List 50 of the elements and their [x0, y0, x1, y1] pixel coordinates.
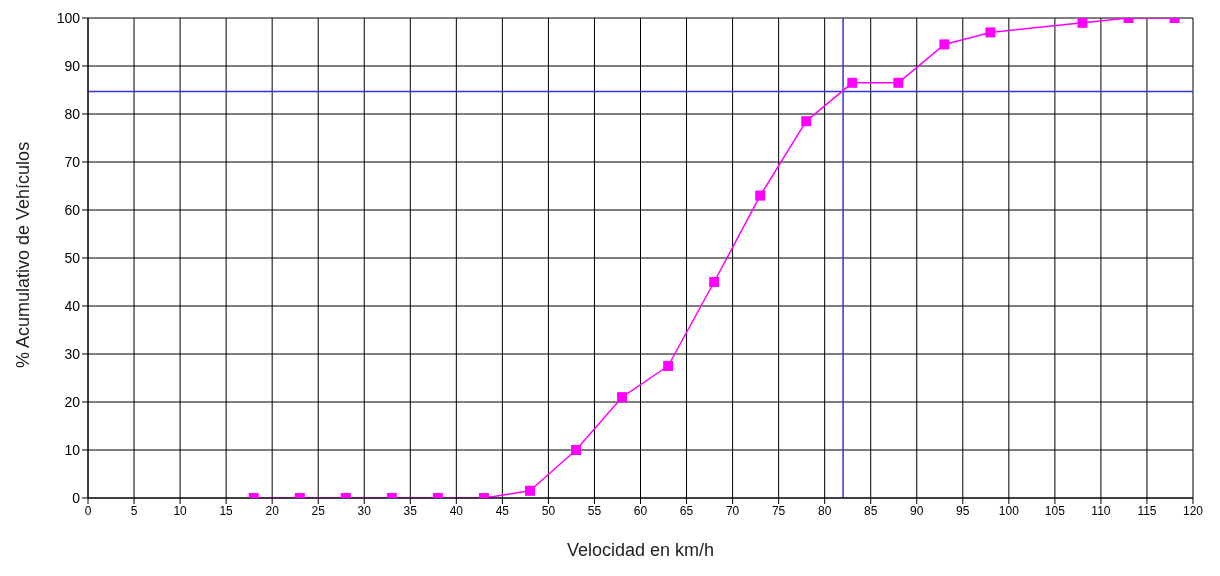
- point: [709, 277, 720, 287]
- y-tick-label: 0: [72, 489, 81, 506]
- y-tick-label: 70: [64, 153, 81, 170]
- x-tick-label: 95: [956, 503, 970, 518]
- point: [617, 392, 628, 403]
- x-tick-label: 65: [679, 503, 694, 518]
- x-tick-label: 55: [587, 503, 602, 518]
- x-tick-label: 45: [495, 503, 510, 518]
- y-tick-label: 60: [64, 201, 81, 218]
- x-tick-label: 85: [864, 503, 878, 518]
- x-tick-label: 20: [265, 503, 280, 518]
- x-tick-label: 30: [357, 503, 372, 518]
- x-tick-label: 10: [173, 503, 188, 518]
- point: [525, 485, 535, 496]
- y-tick-label: 40: [64, 297, 81, 314]
- y-tick-label: 90: [64, 57, 81, 74]
- x-tick-label: 105: [1044, 503, 1066, 518]
- y-tick-label: 100: [56, 9, 81, 26]
- point: [893, 77, 904, 88]
- y-tick-label: 50: [64, 249, 81, 266]
- point: [939, 39, 950, 50]
- x-tick-label: 110: [1091, 503, 1111, 518]
- x-axis-title: Velocidad en km/h: [566, 540, 715, 560]
- point: [755, 190, 766, 201]
- x-tick-label: 35: [403, 503, 418, 518]
- y-tick-label: 20: [64, 393, 81, 410]
- point: [571, 445, 582, 455]
- x-tick-label: 40: [449, 503, 464, 518]
- point: [1077, 18, 1088, 28]
- x-tick-label: 50: [541, 503, 556, 518]
- x-tick-label: 15: [219, 503, 234, 518]
- y-tick-label: 30: [64, 345, 81, 362]
- x-tick-label: 100: [998, 503, 1020, 518]
- x-tick-label: 5: [130, 503, 138, 518]
- y-tick-label: 10: [64, 441, 81, 458]
- x-tick-label: 120: [1182, 503, 1204, 518]
- point: [663, 361, 674, 371]
- point: [985, 27, 996, 38]
- x-tick-label: 60: [633, 503, 648, 518]
- x-tick-label: 70: [725, 503, 740, 518]
- x-tick-label: 115: [1137, 503, 1157, 518]
- point: [801, 116, 812, 127]
- x-tick-label: 25: [311, 503, 326, 518]
- x-tick-label: 75: [771, 503, 786, 518]
- y-tick-label: 80: [64, 105, 81, 122]
- point: [847, 77, 858, 88]
- x-tick-label: 80: [817, 503, 832, 518]
- x-tick-label: 90: [910, 503, 924, 518]
- y-axis-title: % Acumulativo de Vehículos: [13, 141, 34, 368]
- x-tick-label: 0: [84, 503, 92, 518]
